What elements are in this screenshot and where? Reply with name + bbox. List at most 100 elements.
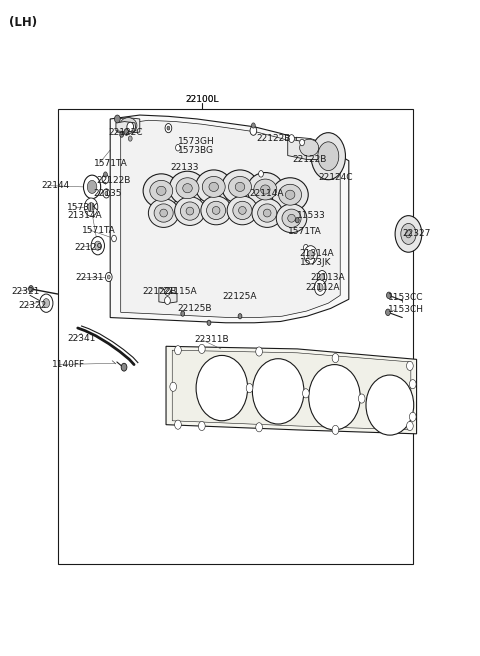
Text: 22133: 22133 — [171, 163, 199, 173]
Ellipse shape — [103, 189, 110, 198]
Ellipse shape — [302, 389, 309, 398]
Ellipse shape — [120, 132, 123, 137]
Ellipse shape — [175, 197, 205, 226]
Text: 22100L: 22100L — [185, 95, 218, 104]
Ellipse shape — [252, 359, 304, 424]
Ellipse shape — [124, 129, 129, 135]
Ellipse shape — [108, 275, 110, 279]
Ellipse shape — [148, 199, 179, 228]
Ellipse shape — [359, 394, 365, 403]
Ellipse shape — [106, 272, 112, 281]
Text: 22125B: 22125B — [177, 304, 212, 313]
Text: 1140FF: 1140FF — [51, 360, 84, 369]
Polygon shape — [172, 350, 411, 430]
Ellipse shape — [206, 201, 226, 220]
Ellipse shape — [256, 347, 263, 356]
Ellipse shape — [407, 421, 413, 430]
Ellipse shape — [279, 184, 301, 205]
Ellipse shape — [264, 209, 271, 217]
Ellipse shape — [407, 361, 413, 371]
Ellipse shape — [386, 292, 391, 298]
Ellipse shape — [239, 207, 246, 215]
Ellipse shape — [304, 246, 317, 264]
Text: 22114A: 22114A — [250, 189, 284, 198]
Ellipse shape — [406, 230, 411, 238]
Ellipse shape — [165, 297, 170, 304]
Text: 22311B: 22311B — [195, 335, 229, 344]
Ellipse shape — [167, 126, 170, 130]
Ellipse shape — [366, 375, 414, 435]
Ellipse shape — [112, 236, 116, 242]
Ellipse shape — [150, 180, 173, 201]
Ellipse shape — [318, 142, 339, 171]
Text: 22112A: 22112A — [306, 283, 340, 292]
Ellipse shape — [254, 179, 277, 200]
Ellipse shape — [246, 384, 253, 393]
Ellipse shape — [183, 184, 192, 193]
Ellipse shape — [176, 144, 180, 151]
Text: 21314A: 21314A — [67, 211, 102, 220]
Polygon shape — [117, 117, 140, 133]
Ellipse shape — [175, 346, 181, 355]
Ellipse shape — [121, 363, 127, 371]
Ellipse shape — [91, 237, 105, 255]
Ellipse shape — [309, 365, 360, 430]
Ellipse shape — [409, 380, 416, 389]
Text: 22122B: 22122B — [257, 134, 291, 143]
Ellipse shape — [84, 175, 101, 199]
Ellipse shape — [165, 287, 170, 295]
Bar — [58, 109, 413, 564]
Polygon shape — [166, 346, 417, 434]
Ellipse shape — [84, 198, 98, 216]
Ellipse shape — [311, 133, 346, 180]
Text: 22122B: 22122B — [292, 155, 327, 164]
Text: (LH): (LH) — [9, 16, 36, 29]
Ellipse shape — [250, 126, 257, 135]
Ellipse shape — [256, 422, 263, 432]
Ellipse shape — [332, 354, 339, 363]
Ellipse shape — [227, 196, 258, 225]
Ellipse shape — [303, 245, 308, 251]
Text: 22341: 22341 — [67, 334, 96, 343]
Ellipse shape — [288, 134, 294, 142]
Ellipse shape — [87, 180, 97, 194]
Ellipse shape — [143, 174, 180, 208]
Ellipse shape — [252, 199, 282, 228]
Ellipse shape — [156, 186, 166, 195]
Ellipse shape — [385, 309, 390, 316]
Ellipse shape — [186, 207, 194, 215]
Text: 1153CC: 1153CC — [388, 293, 423, 302]
Text: 1153CH: 1153CH — [388, 305, 424, 314]
Ellipse shape — [209, 182, 218, 192]
Text: 11533: 11533 — [297, 211, 326, 220]
Ellipse shape — [395, 216, 422, 252]
Text: 22124C: 22124C — [319, 173, 353, 182]
Ellipse shape — [307, 251, 314, 259]
Ellipse shape — [212, 207, 220, 215]
Ellipse shape — [127, 122, 133, 131]
Ellipse shape — [222, 170, 258, 204]
Ellipse shape — [196, 170, 232, 204]
Ellipse shape — [115, 115, 120, 123]
Ellipse shape — [181, 311, 185, 316]
Ellipse shape — [104, 172, 108, 177]
Text: 22113A: 22113A — [311, 272, 345, 281]
Text: 1573JK: 1573JK — [300, 258, 331, 266]
Text: 22100L: 22100L — [185, 95, 218, 104]
Polygon shape — [116, 121, 136, 132]
Ellipse shape — [128, 136, 132, 141]
Ellipse shape — [261, 185, 270, 194]
Ellipse shape — [228, 176, 252, 197]
Ellipse shape — [170, 382, 177, 392]
Ellipse shape — [258, 204, 277, 222]
Ellipse shape — [317, 283, 323, 291]
Ellipse shape — [176, 178, 199, 199]
Text: 22122B: 22122B — [142, 287, 177, 296]
Text: 22144: 22144 — [41, 181, 69, 190]
Text: 1571TA: 1571TA — [288, 227, 322, 236]
Ellipse shape — [285, 190, 295, 199]
Polygon shape — [288, 138, 319, 159]
Text: 22125A: 22125A — [222, 292, 256, 301]
Ellipse shape — [300, 139, 304, 146]
Ellipse shape — [259, 171, 264, 177]
